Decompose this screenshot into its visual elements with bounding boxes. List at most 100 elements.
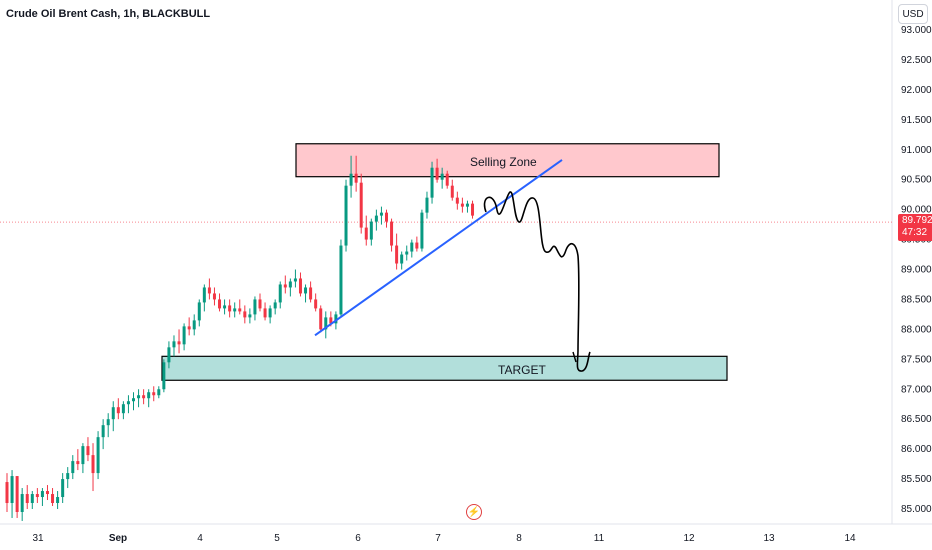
candle-body <box>390 221 394 246</box>
candle-body <box>334 314 338 324</box>
candle-body <box>233 308 237 312</box>
candle-body <box>354 173 358 183</box>
y-tick-label: 91.000 <box>901 145 932 156</box>
x-tick-label: 12 <box>683 533 695 544</box>
y-tick-label: 92.500 <box>901 55 932 66</box>
candle-body <box>197 302 201 321</box>
bar-countdown: 47:32 <box>902 227 928 238</box>
y-tick-label: 92.000 <box>901 85 932 96</box>
candle-body <box>96 437 100 474</box>
x-tick-label: 11 <box>594 533 605 544</box>
candle-body <box>455 197 459 204</box>
candle-body <box>187 326 191 330</box>
candle-body <box>435 167 439 180</box>
candle-body <box>45 491 49 495</box>
x-tick-label: 8 <box>516 533 522 544</box>
candle-body <box>385 212 388 222</box>
candle-body <box>309 287 313 300</box>
x-tick-label: 4 <box>197 533 203 544</box>
selling-zone-box <box>295 143 720 178</box>
candle-body <box>40 491 44 498</box>
candle-body <box>273 302 277 309</box>
candle-body <box>278 284 282 303</box>
candle-body <box>415 242 419 249</box>
candle-body <box>288 281 292 288</box>
candle-body <box>228 305 232 312</box>
candle-body <box>268 308 272 318</box>
candle-body <box>400 254 404 264</box>
candle-body <box>111 407 115 420</box>
candle-body <box>445 173 449 186</box>
candle-body <box>5 482 9 504</box>
candle-body <box>152 392 156 396</box>
y-tick-label: 90.000 <box>901 205 932 216</box>
candle-body <box>157 389 161 396</box>
current-price-value: 89.792 <box>902 215 932 226</box>
candle-body <box>202 287 206 303</box>
y-tick-label: 86.000 <box>901 444 932 455</box>
candle-body <box>81 446 85 465</box>
candle-body <box>126 401 130 405</box>
candle-body <box>56 497 60 504</box>
candle-body <box>15 476 19 512</box>
candle-body <box>25 494 29 504</box>
candle-body <box>132 398 135 402</box>
y-tick-label: 89.000 <box>901 265 932 276</box>
candle-body <box>258 299 262 309</box>
candle-body <box>172 341 176 348</box>
candle-body <box>223 305 227 309</box>
candle-body <box>218 299 222 309</box>
candle-body <box>147 392 151 399</box>
candle-body <box>263 308 267 318</box>
candle-body <box>86 446 90 456</box>
candle-body <box>51 494 55 504</box>
candle-body <box>369 221 373 240</box>
candle-body <box>430 167 434 198</box>
candle-body <box>61 479 65 498</box>
candle-body <box>395 245 399 264</box>
candle-body <box>379 212 383 216</box>
candle-body <box>20 494 24 512</box>
candle-body <box>465 203 469 207</box>
candle-body <box>248 314 252 318</box>
candle-body <box>298 278 302 294</box>
lightning-icon[interactable]: ⚡ <box>466 504 482 520</box>
x-tick-label: 14 <box>844 533 856 544</box>
y-tick-label: 91.500 <box>901 115 932 126</box>
candle-body <box>349 173 353 186</box>
candle-body <box>460 203 464 207</box>
x-tick-label: 13 <box>763 533 775 544</box>
candle-body <box>471 203 475 216</box>
projection-arrow <box>572 351 577 363</box>
currency-button[interactable]: USD <box>898 4 928 24</box>
candle-body <box>359 182 363 228</box>
y-tick-label: 87.500 <box>901 354 932 365</box>
candle-body <box>339 245 343 315</box>
candle-body <box>162 362 166 390</box>
candle-body <box>243 311 247 318</box>
candle-body <box>142 395 146 399</box>
candle-body <box>137 395 141 399</box>
y-tick-label: 90.500 <box>901 175 932 186</box>
current-price-tag: 89.792 47:32 <box>898 214 932 241</box>
chart-title: Crude Oil Brent Cash, 1h, BLACKBULL <box>6 8 211 20</box>
x-tick-label: Sep <box>109 533 127 544</box>
candle-body <box>116 407 120 414</box>
candle-body <box>440 173 444 180</box>
candle-body <box>106 419 110 426</box>
candle-body <box>66 473 70 480</box>
candle-body <box>10 476 14 504</box>
candle-body <box>253 299 257 315</box>
selling-zone-label: Selling Zone <box>470 155 537 169</box>
candle-body <box>238 308 242 312</box>
candle-body <box>450 185 454 198</box>
y-tick-label: 93.000 <box>901 25 932 36</box>
candle-body <box>425 197 429 213</box>
candle-body <box>329 317 333 324</box>
candle-body <box>293 278 297 282</box>
ascending-trendline <box>314 159 563 337</box>
y-tick-label: 85.500 <box>901 474 932 485</box>
candle-body <box>324 317 328 330</box>
candle-body <box>405 251 409 255</box>
